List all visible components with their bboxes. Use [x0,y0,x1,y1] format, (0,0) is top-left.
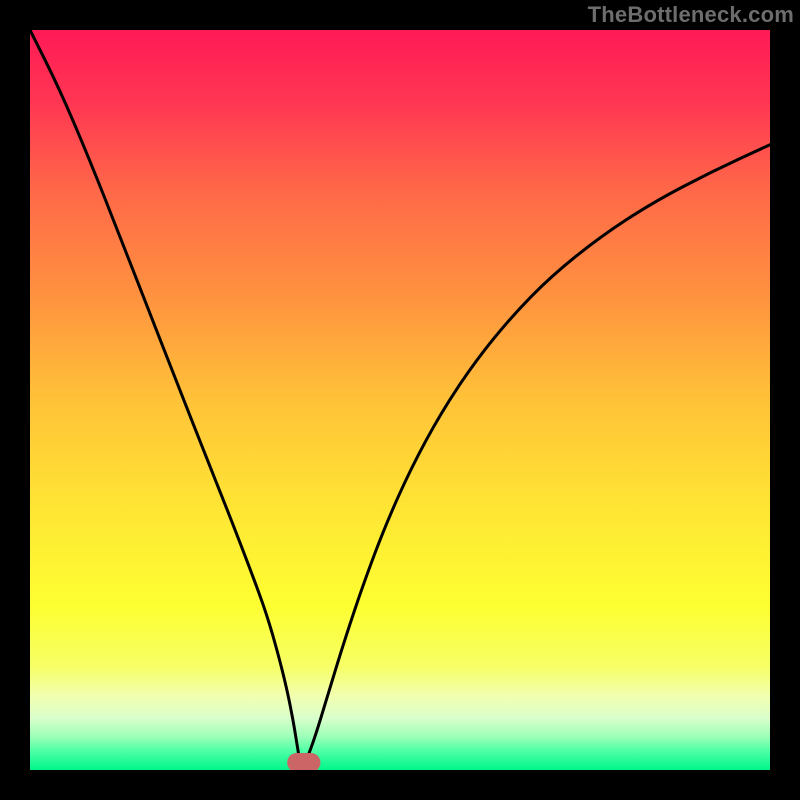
bottleneck-marker [287,753,320,770]
gradient-background [30,30,770,770]
bottleneck-curve-plot [30,30,770,770]
watermark-text: TheBottleneck.com [588,2,794,28]
chart-frame: TheBottleneck.com [0,0,800,800]
